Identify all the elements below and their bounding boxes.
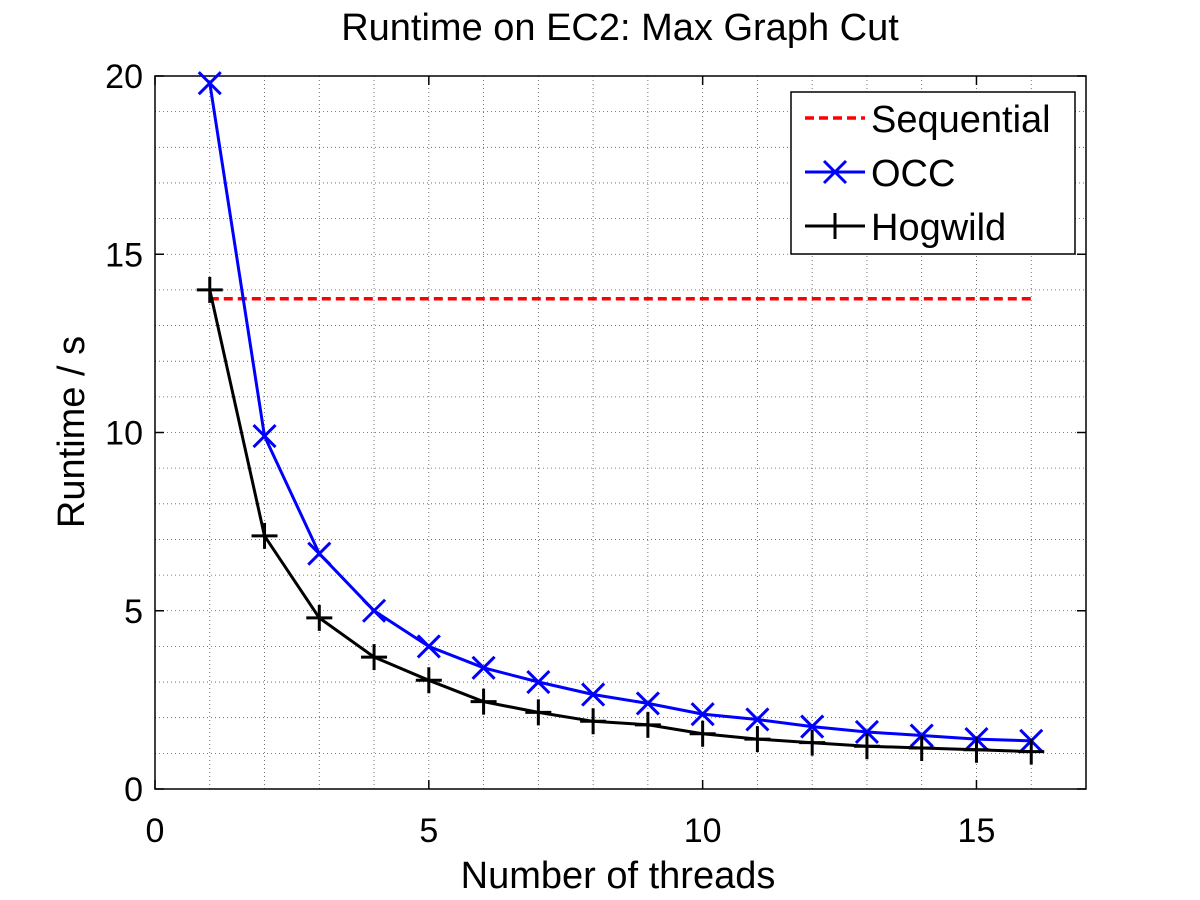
chart-title: Runtime on EC2: Max Graph Cut [341,7,899,49]
data-point-hogwild [1018,738,1045,765]
series-line-hogwild [208,289,1032,754]
data-point-occ [800,714,825,739]
marker-stroke [252,424,277,449]
data-point-hogwild [744,726,771,753]
data-point-hogwild [196,276,223,303]
data-point-occ [252,424,277,449]
marker-stroke [690,702,715,727]
y-tick-label: 20 [105,58,143,96]
marker-stroke [745,707,770,732]
y-axis-title: Runtime / s [51,336,93,528]
marker-stroke [416,634,441,659]
data-point-occ [635,691,660,716]
y-tick-label: 5 [124,593,143,631]
legend-label-sequential: Sequential [871,99,1051,141]
y-tick-label: 10 [105,415,143,453]
y-tick-label: 15 [105,236,143,274]
data-point-occ [416,634,441,659]
legend-label-occ: OCC [871,153,955,195]
data-point-hogwild [580,708,607,735]
data-point-occ [854,719,880,745]
marker-stroke [361,598,387,623]
data-point-hogwild [689,720,716,747]
data-point-hogwild [634,711,661,738]
data-point-hogwild [963,736,990,763]
data-point-occ [361,598,387,623]
marker-stroke [854,719,880,745]
data-point-occ [581,682,606,707]
y-tick-label: 0 [124,771,143,809]
data-point-hogwild [908,735,935,762]
marker-stroke [197,71,222,96]
data-point-occ [690,702,715,727]
legend: Sequential OCC Hogwild [790,91,1076,255]
marker-stroke [471,655,496,680]
data-point-occ [307,541,332,566]
data-point-hogwild [415,667,442,694]
axis-ticks: 0 5 10 15 0 5 10 15 20 [105,58,1086,850]
legend-label-hogwild: Hogwild [871,207,1006,249]
marker-stroke [635,691,660,716]
marker-stroke [581,682,606,707]
data-point-hogwild [525,699,552,726]
series-line-occ [208,82,1032,743]
marker-stroke [526,669,551,695]
data-point-hogwild [306,604,333,631]
data-point-hogwild [361,644,388,671]
data-point-hogwild [853,733,880,760]
legend-marker-occ [822,159,848,185]
marker-stroke [307,541,332,566]
data-point-occ [745,707,770,732]
data-point-hogwild [251,522,278,549]
data-point-hogwild [799,729,826,756]
marker-stroke [800,714,825,739]
data-point-hogwild [470,688,497,715]
series [196,71,1045,765]
x-tick-label: 15 [958,812,996,850]
x-tick-label: 5 [419,812,438,850]
data-point-occ [471,655,496,680]
legend-marker-hogwild [822,213,848,239]
data-point-occ [197,71,222,96]
x-tick-label: 10 [684,812,722,850]
data-point-occ [526,669,551,695]
grid [155,76,1086,789]
x-axis-title: Number of threads [461,855,776,897]
x-tick-label: 0 [146,812,165,850]
